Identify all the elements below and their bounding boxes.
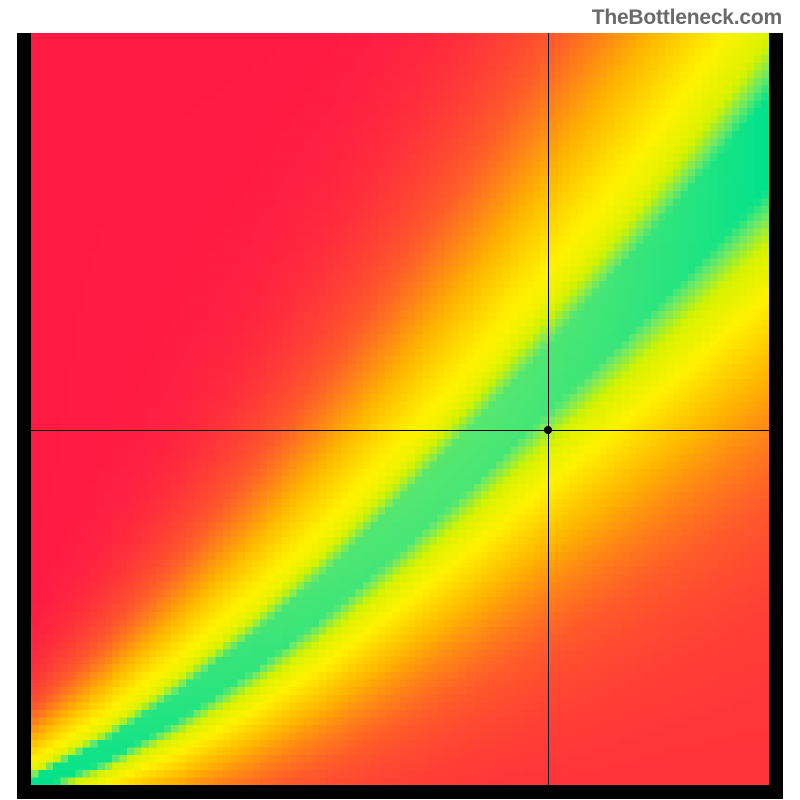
crosshair-vertical [548,33,549,785]
crosshair-horizontal [31,430,769,431]
plot-outer-frame [17,33,783,799]
chart-container: TheBottleneck.com [0,0,800,800]
crosshair-marker [544,426,552,434]
attribution-label: TheBottleneck.com [592,6,782,30]
bottleneck-heatmap [31,33,769,785]
